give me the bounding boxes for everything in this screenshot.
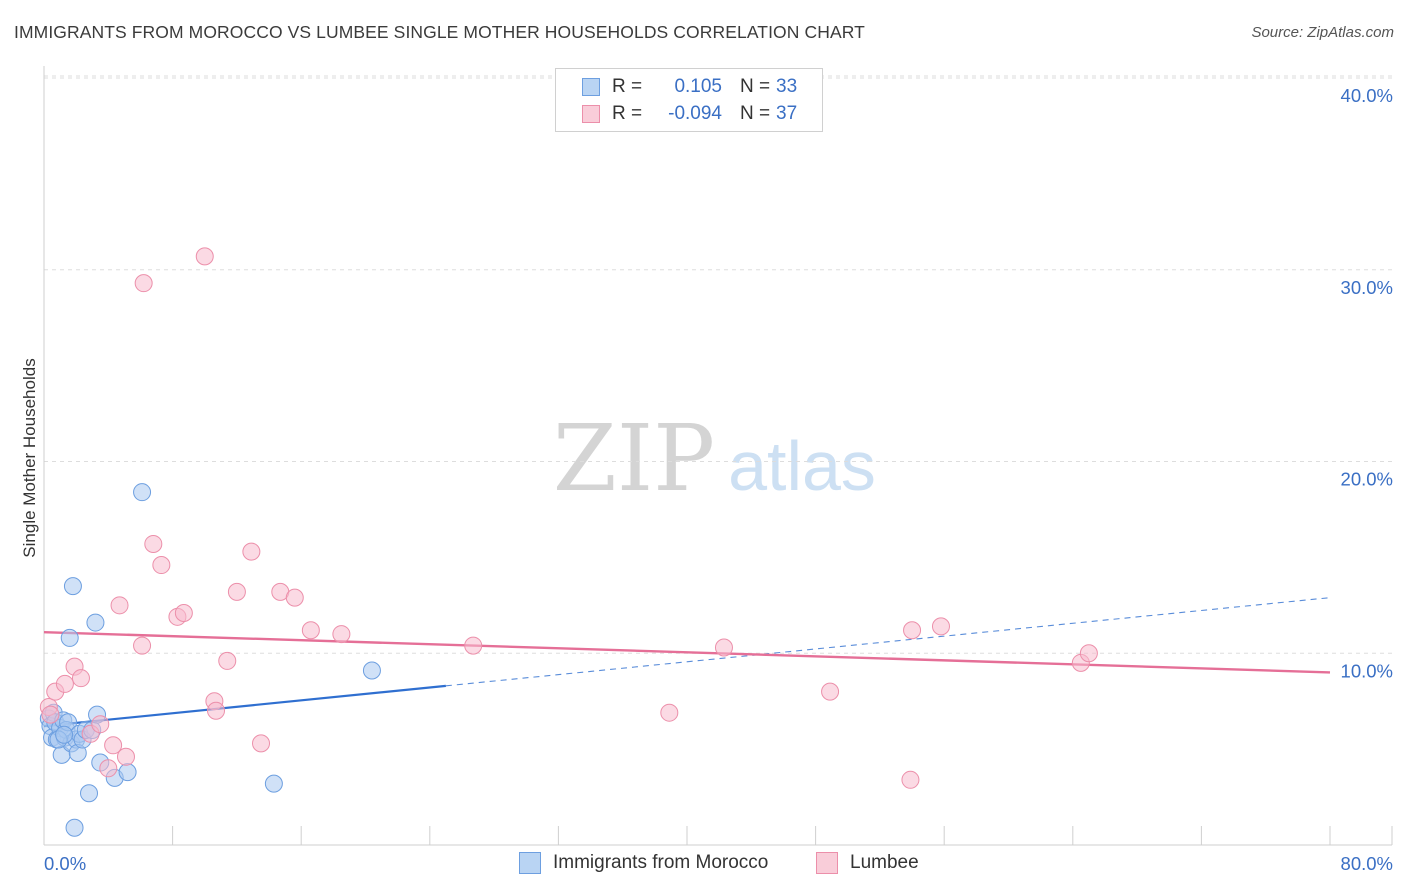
- lumbee-point: [104, 736, 123, 755]
- series-name-morocco: Immigrants from Morocco: [553, 852, 769, 873]
- morocco-point: [264, 774, 283, 793]
- y-tick-label: 20.0%: [1341, 469, 1393, 490]
- morocco-point: [60, 628, 79, 647]
- lumbee-trend-line: [43, 630, 1331, 674]
- legend-n-value: 37: [776, 103, 798, 124]
- lumbee-point: [207, 701, 226, 720]
- lumbee-point: [55, 674, 74, 693]
- legend-row-lumbee: R = -0.094 N = 37: [582, 102, 797, 126]
- lumbee-point: [901, 770, 920, 789]
- watermark-atlas: atlas: [728, 427, 876, 505]
- correlation-legend: R = 0.105 N = 33 R = -0.094 N = 37: [555, 68, 823, 132]
- series-legend-lumbee: Lumbee: [816, 852, 919, 874]
- legend-n-value: 33: [776, 76, 798, 97]
- legend-swatch-blue: [582, 78, 600, 96]
- lumbee-point: [464, 636, 483, 655]
- legend-row-morocco: R = 0.105 N = 33: [582, 75, 797, 99]
- lumbee-point: [903, 621, 922, 640]
- x-tick-label-max: 80.0%: [1341, 853, 1393, 874]
- gridlines: [44, 75, 1392, 654]
- lumbee-point: [242, 542, 261, 561]
- legend-swatch-pink: [582, 105, 600, 123]
- lumbee-point: [252, 734, 271, 753]
- legend-r-label: R =: [612, 103, 643, 124]
- legend-r-value: -0.094: [668, 103, 722, 124]
- series-legend: Immigrants from Morocco Lumbee: [0, 852, 1406, 878]
- lumbee-point: [144, 534, 163, 553]
- y-tick-label: 10.0%: [1341, 660, 1393, 681]
- series-swatch-blue: [519, 852, 541, 874]
- source-label: Source: ZipAtlas.com: [1251, 24, 1394, 41]
- morocco-point: [63, 577, 82, 596]
- morocco-point: [55, 725, 74, 744]
- watermark-zip: ZIP: [553, 405, 715, 512]
- morocco-trend-line: [43, 684, 446, 728]
- lumbee-point: [1079, 644, 1098, 663]
- legend-n-label: N =: [740, 103, 771, 124]
- y-tick-labels: 10.0% 20.0% 30.0% 40.0%: [1341, 85, 1393, 681]
- lumbee-point: [174, 603, 193, 622]
- lumbee-point: [116, 747, 135, 766]
- lumbee-point: [195, 247, 214, 266]
- x-tick-labels: 0.0% 80.0%: [44, 853, 1393, 874]
- lumbee-point: [99, 759, 118, 778]
- lumbee-point: [91, 715, 110, 734]
- lumbee-point: [821, 682, 840, 701]
- series-name-lumbee: Lumbee: [850, 852, 919, 873]
- lumbee-point: [714, 638, 733, 657]
- x-tick-label-min: 0.0%: [44, 853, 86, 874]
- lumbee-point: [227, 582, 246, 601]
- series-swatch-pink: [816, 852, 838, 874]
- series-legend-morocco: Immigrants from Morocco: [519, 852, 768, 874]
- morocco-point: [133, 483, 152, 502]
- lumbee-point: [134, 274, 153, 293]
- chart-title: IMMIGRANTS FROM MOROCCO VS LUMBEE SINGLE…: [14, 22, 865, 42]
- axes: [43, 66, 1393, 846]
- morocco-point: [86, 613, 105, 632]
- morocco-point: [362, 661, 381, 680]
- watermark: ZIP atlas: [553, 405, 876, 512]
- scatter-points: [39, 247, 1098, 837]
- legend-n-label: N =: [740, 76, 771, 97]
- trend-lines: [43, 597, 1331, 728]
- lumbee-point: [41, 705, 60, 724]
- legend-r-value: 0.105: [674, 76, 722, 97]
- morocco-trend-extension: [445, 597, 1331, 687]
- morocco-point: [80, 784, 99, 803]
- y-tick-label: 30.0%: [1341, 277, 1393, 298]
- lumbee-point: [285, 588, 304, 607]
- lumbee-point: [218, 651, 237, 670]
- lumbee-point: [332, 625, 351, 644]
- legend-r-label: R =: [612, 76, 643, 97]
- lumbee-point: [110, 596, 129, 615]
- morocco-point: [118, 763, 137, 782]
- y-tick-label: 40.0%: [1341, 85, 1393, 106]
- lumbee-point: [133, 636, 152, 655]
- lumbee-point: [152, 556, 171, 575]
- lumbee-point: [301, 621, 320, 640]
- lumbee-point: [660, 703, 679, 722]
- lumbee-point: [71, 669, 90, 688]
- morocco-point: [65, 818, 84, 837]
- lumbee-point: [931, 617, 950, 636]
